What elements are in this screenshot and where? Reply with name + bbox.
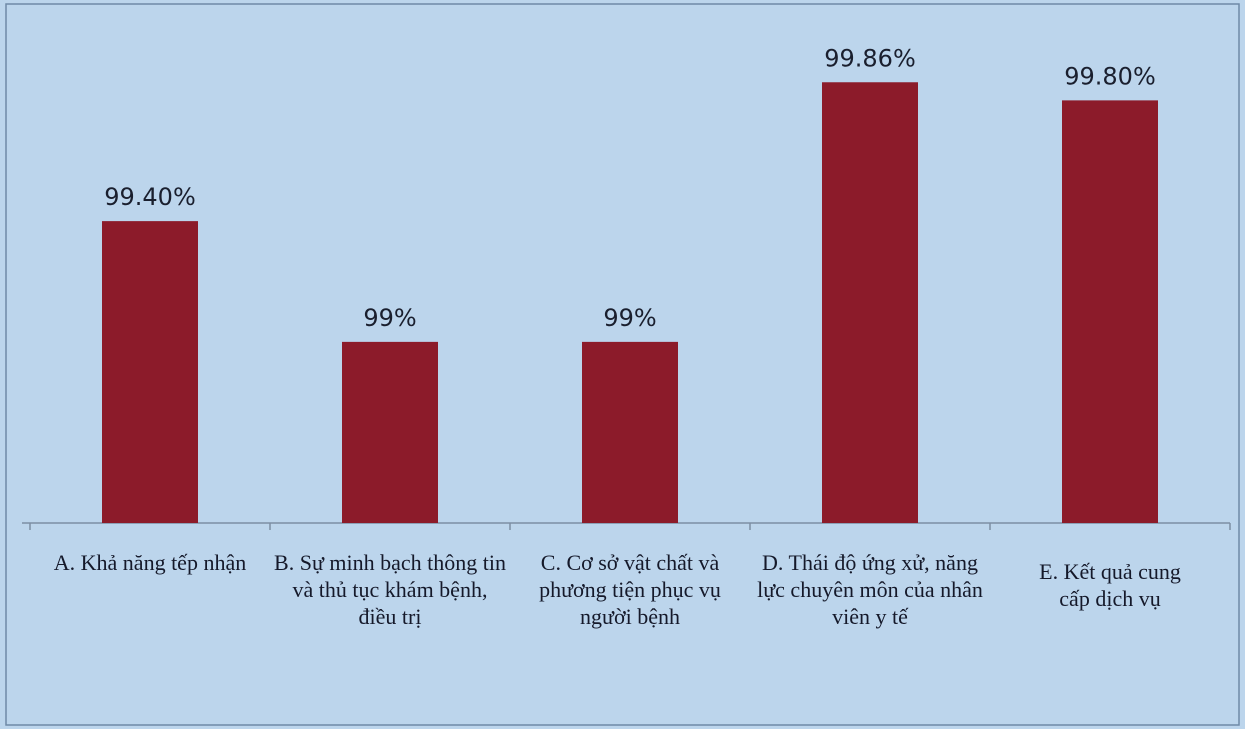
x-tick-label: D. Thái độ ứng xử, năng lực chuyên môn c… xyxy=(757,550,983,629)
value-label: 99.86% xyxy=(824,44,916,72)
value-label: 99% xyxy=(363,304,416,332)
frame xyxy=(5,3,1240,726)
bar xyxy=(1062,100,1158,523)
x-tick-label: C. Cơ sở vật chất và phương tiện phục vụ… xyxy=(539,550,721,629)
value-label: 99% xyxy=(603,304,656,332)
value-label: 99.80% xyxy=(1064,62,1156,90)
bar xyxy=(342,341,438,523)
x-tick-label: A. Khả năng tếp nhận xyxy=(53,550,247,575)
x-tick-label: E. Kết quả cung cấp dịch vụ xyxy=(1039,559,1181,611)
bar xyxy=(102,221,198,523)
value-label: 99.40% xyxy=(104,183,196,211)
x-tick-label: B. Sự minh bạch thông tin và thủ tục khá… xyxy=(274,550,506,629)
bar xyxy=(582,341,678,523)
bar xyxy=(822,82,918,523)
